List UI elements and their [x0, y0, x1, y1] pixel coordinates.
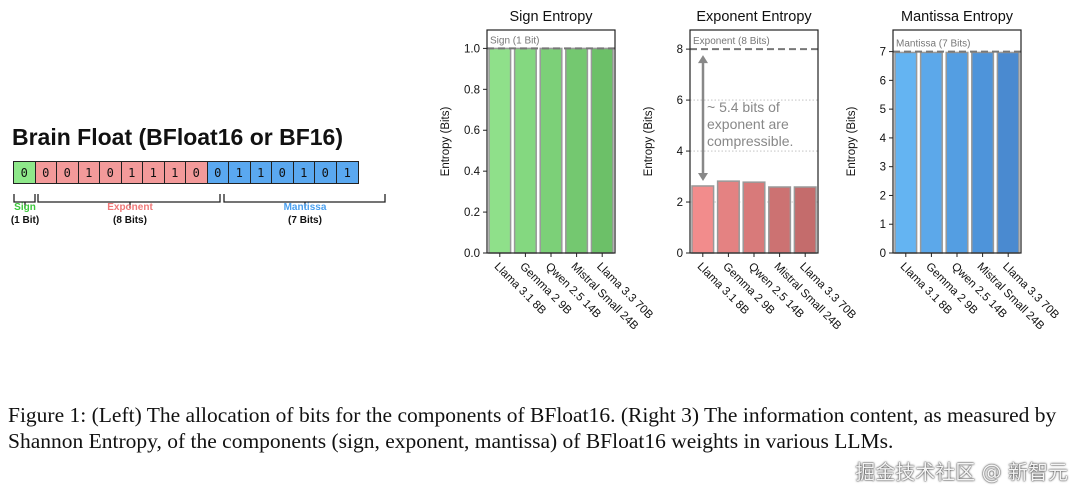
plot-frame	[892, 29, 1022, 254]
bar	[894, 51, 918, 254]
chart-title: Mantissa Entropy	[901, 9, 1014, 25]
bit-cell: 0	[315, 162, 337, 183]
y-tick-label: 0.0	[464, 248, 480, 260]
bit-cell: 0	[14, 162, 36, 183]
y-tick-label: 0.2	[464, 207, 480, 219]
y-tick-label: 3	[880, 162, 886, 174]
y-tick-label: 2	[677, 197, 683, 209]
y-tick-label: 2	[880, 190, 886, 202]
reference-label: Sign (1 Bit)	[490, 35, 539, 46]
bit-cell: 0	[100, 162, 122, 183]
annotation-text: exponent are	[707, 116, 789, 132]
y-axis-label: Entropy (Bits)	[846, 107, 858, 177]
bit-cell: 1	[121, 162, 143, 183]
bar	[590, 47, 614, 254]
y-tick-label: 1.0	[464, 43, 480, 55]
bar	[716, 180, 740, 254]
bit-cell: 1	[229, 162, 251, 183]
y-tick-label: 7	[880, 47, 886, 59]
bar	[996, 51, 1020, 254]
bfloat16-title: Brain Float (BFloat16 or BF16)	[12, 124, 343, 150]
bit-cell: 1	[293, 162, 315, 183]
plot-frame	[486, 29, 616, 254]
bit-cell: 1	[143, 162, 165, 183]
y-tick-label: 0.6	[464, 125, 480, 137]
bit-cell: 1	[250, 162, 272, 183]
bar	[742, 181, 766, 254]
y-axis-label: Entropy (Bits)	[643, 107, 655, 177]
bar	[513, 47, 537, 254]
y-tick-label: 8	[677, 44, 683, 56]
y-tick-label: 5	[880, 104, 886, 116]
entropy-charts: Sign Entropy Entropy (Bits) 0.0 0.2 0.4 0.6 0.…	[440, 9, 1061, 333]
bit-cell: 0	[207, 162, 229, 183]
y-tick-label: 0	[880, 248, 886, 260]
y-tick-label: 6	[677, 95, 683, 107]
chart-title: Sign Entropy	[509, 9, 593, 25]
exponent-label: Exponent	[107, 202, 153, 213]
bar	[565, 47, 589, 254]
reference-label: Exponent (8 Bits)	[693, 36, 770, 47]
bit-cell: 0	[186, 162, 208, 183]
sign-size: (1 Bit)	[10, 215, 40, 226]
mantissa-label: Mantissa	[283, 202, 327, 213]
annotation-text: ~ 5.4 bits of	[707, 99, 780, 115]
chart-title: Exponent Entropy	[696, 9, 812, 25]
chart-0: Sign Entropy Entropy (Bits) 0.0 0.2 0.4 0.6 0.…	[440, 9, 655, 333]
reference-label: Mantissa (7 Bits)	[896, 39, 970, 50]
bit-cell: 0	[57, 162, 79, 183]
bit-cell: 1	[78, 162, 100, 183]
annotation-text: compressible.	[707, 133, 793, 149]
figure-caption: Figure 1: (Left) The allocation of bits …	[8, 403, 1057, 453]
y-tick-label: 0	[677, 248, 683, 260]
bar	[539, 47, 563, 254]
watermark: 掘金技术社区 @ 新智元	[855, 460, 1068, 484]
bar	[488, 47, 512, 254]
bar	[793, 186, 817, 254]
y-axis-label: Entropy (Bits)	[440, 107, 452, 177]
y-tick-label: 0.8	[464, 84, 480, 96]
y-tick-label: 4	[677, 146, 684, 158]
mantissa-size: (7 Bits)	[288, 215, 322, 226]
y-tick-label: 1	[880, 219, 886, 231]
bar	[945, 51, 969, 254]
y-tick-label: 4	[880, 133, 887, 145]
plot-frame	[689, 29, 819, 254]
bar	[691, 185, 715, 254]
bit-cell: 0	[35, 162, 57, 183]
bit-cell: 0	[272, 162, 294, 183]
y-tick-label: 6	[880, 75, 886, 87]
bar	[768, 186, 792, 254]
bit-cell: 1	[336, 162, 358, 183]
y-tick-label: 0.4	[464, 166, 481, 178]
exponent-size: (8 Bits)	[113, 215, 147, 226]
bit-brackets	[13, 194, 386, 208]
sign-label: Sign	[14, 202, 36, 213]
bit-cell: 1	[164, 162, 186, 183]
bar	[919, 51, 943, 254]
bar	[971, 51, 995, 254]
